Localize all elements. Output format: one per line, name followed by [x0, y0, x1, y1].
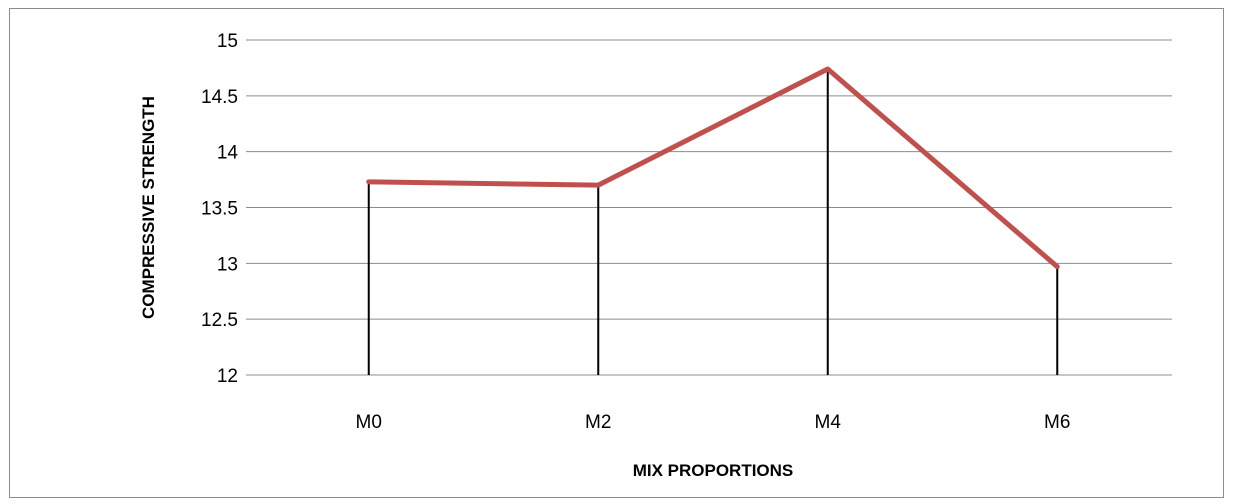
- data-point: [596, 183, 600, 187]
- drop-lines: [367, 69, 1059, 375]
- gridlines: [246, 39, 1172, 376]
- x-tick-label: M6: [1044, 412, 1070, 433]
- y-axis-tick-labels: 12 12.5 13 13.5 14 14.5 15: [201, 31, 238, 387]
- y-tick-label: 15: [217, 31, 238, 52]
- chart-frame: [9, 8, 1224, 498]
- series: [366, 66, 1060, 270]
- y-tick-label: 12: [217, 366, 238, 387]
- series-line: [366, 66, 1060, 270]
- data-point: [1055, 265, 1059, 269]
- y-tick-label: 14.5: [201, 87, 238, 108]
- y-tick-label: 13: [217, 254, 238, 275]
- data-point: [367, 180, 371, 184]
- x-tick-label: M0: [356, 412, 382, 433]
- y-axis-title: COMPRESSIVE STRENGTH: [139, 96, 158, 319]
- y-tick-label: 12.5: [201, 310, 238, 331]
- data-point: [826, 67, 830, 71]
- x-axis-title: MIX PROPORTIONS: [633, 461, 794, 480]
- y-tick-label: 14: [217, 143, 239, 164]
- x-axis-tick-labels: M0 M2 M4 M6: [356, 412, 1071, 433]
- x-tick-label: M4: [815, 412, 842, 433]
- x-tick-label: M2: [585, 412, 611, 433]
- y-tick-label: 13.5: [201, 199, 238, 220]
